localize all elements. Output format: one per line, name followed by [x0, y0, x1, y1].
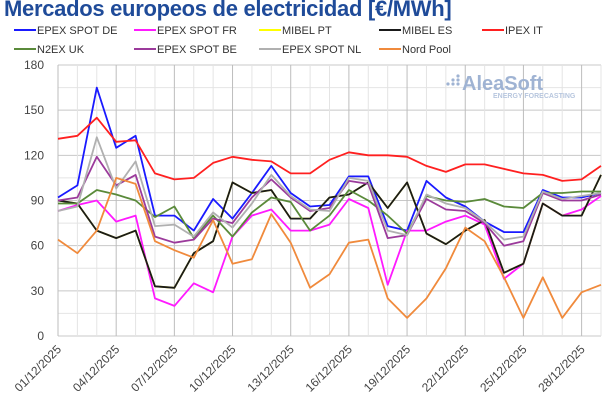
- series-line-nord-pool: [57, 176, 602, 319]
- series-line-epex-spot-de: [57, 86, 602, 234]
- y-tick-label: 150: [24, 103, 44, 117]
- legend-item: EPEX SPOT BE: [134, 44, 237, 56]
- y-tick-label: 0: [37, 329, 44, 343]
- x-tick-label: 10/12/2025: [186, 342, 239, 395]
- logo-dot-icon: [456, 78, 460, 82]
- x-tick-label: 22/12/2025: [419, 342, 472, 395]
- x-tick-label: 04/12/2025: [70, 342, 123, 395]
- legend-label: EPEX SPOT FR: [157, 25, 237, 37]
- logo-dot-icon: [456, 74, 460, 78]
- legend-label: Nord Pool: [402, 44, 451, 56]
- watermark-brand: AleaSoft: [462, 73, 543, 95]
- chart-title: Mercados europeos de electricidad [€/MWh…: [4, 0, 452, 21]
- series-line-epex-spot-fr: [57, 195, 602, 307]
- x-tick-label: 16/12/2025: [303, 342, 356, 395]
- legend-item: Nord Pool: [379, 44, 451, 56]
- legend-label: N2EX UK: [37, 44, 85, 56]
- legend-label: MIBEL ES: [402, 25, 452, 37]
- legend-item: EPEX SPOT FR: [134, 25, 237, 37]
- legend-item: N2EX UK: [14, 44, 85, 56]
- y-tick-label: 120: [24, 148, 44, 162]
- series-line-ipex-it: [57, 116, 602, 182]
- y-tick-label: 30: [31, 284, 45, 298]
- legend-item: EPEX SPOT DE: [14, 25, 118, 37]
- x-tick-label: 01/12/2025: [12, 342, 65, 395]
- logo-dot-icon: [446, 82, 450, 86]
- x-tick-label: 19/12/2025: [361, 342, 414, 395]
- x-tick-label: 07/12/2025: [128, 342, 181, 395]
- logo-dot-icon: [451, 78, 455, 82]
- legend-label: EPEX SPOT DE: [37, 25, 118, 37]
- series-line-epex-spot-be: [57, 155, 602, 247]
- x-tick-label: 13/12/2025: [244, 342, 297, 395]
- series-line-mibel-es: [57, 174, 602, 289]
- legend-label: IPEX IT: [505, 25, 543, 37]
- series-line-epex-spot-nl: [57, 136, 602, 241]
- y-tick-label: 180: [24, 58, 44, 72]
- legend-item: IPEX IT: [482, 25, 543, 37]
- legend-label: EPEX SPOT BE: [157, 44, 237, 56]
- series-line-n2ex-uk: [58, 189, 601, 240]
- y-tick-label: 90: [31, 194, 45, 208]
- legend-label: EPEX SPOT NL: [282, 44, 361, 56]
- logo-dot-icon: [451, 82, 455, 86]
- y-tick-label: 60: [31, 239, 45, 253]
- legend-label: MIBEL PT: [282, 25, 332, 37]
- legend-item: MIBEL ES: [379, 25, 452, 37]
- logo-dot-icon: [456, 82, 460, 86]
- legend-item: EPEX SPOT NL: [259, 44, 361, 56]
- legend-item: MIBEL PT: [259, 25, 332, 37]
- x-tick-label: 25/12/2025: [477, 342, 530, 395]
- watermark-tagline: ENERGY FORECASTING: [493, 93, 576, 100]
- x-tick-label: 28/12/2025: [535, 342, 588, 395]
